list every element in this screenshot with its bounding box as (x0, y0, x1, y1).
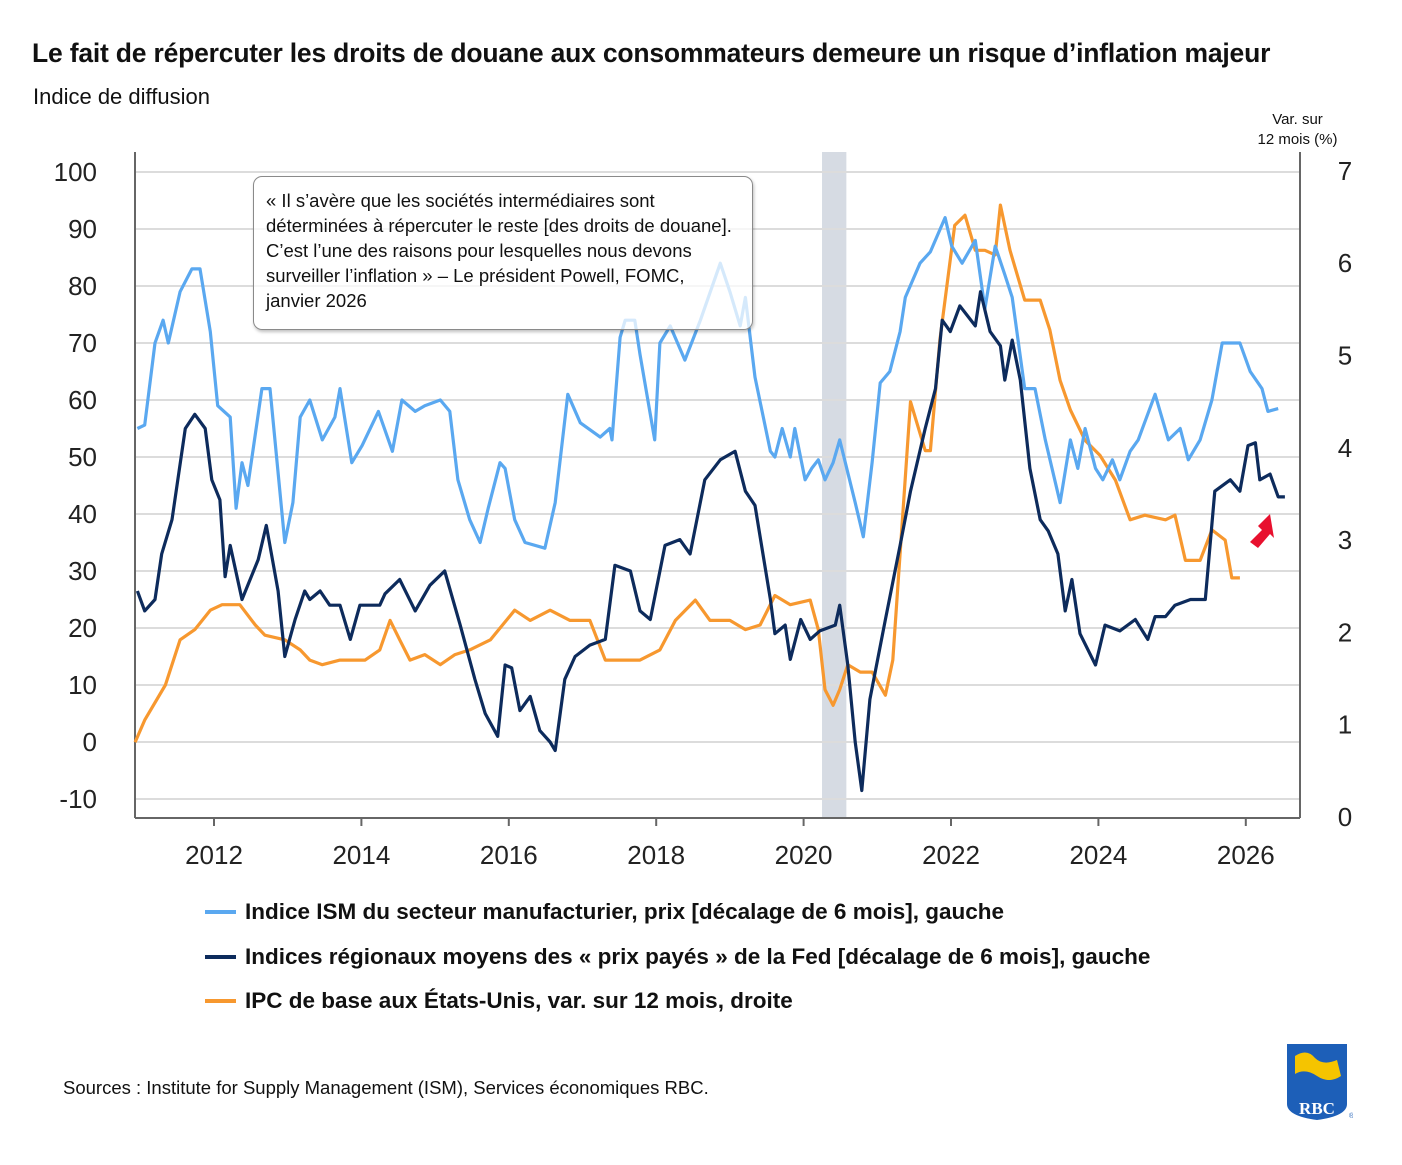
x-axis-tick-label: 2012 (185, 840, 243, 870)
red-arrow-icon (1250, 514, 1274, 548)
legend-item-cpi: IPC de base aux États-Unis, var. sur 12 … (205, 988, 793, 1014)
x-axis-tick-label: 2020 (775, 840, 833, 870)
legend-swatch-ism (205, 910, 236, 914)
left-axis-tick-label: 10 (68, 670, 97, 700)
right-axis-unit-line2: 12 mois (%) (1257, 131, 1338, 148)
x-axis-tick-label: 2022 (922, 840, 980, 870)
x-axis-tick-label: 2024 (1069, 840, 1127, 870)
series-line-cpi (133, 203, 1240, 743)
recession-shading (822, 152, 847, 818)
left-axis-tick-label: -10 (59, 784, 97, 814)
left-axis-tick-label: 20 (68, 613, 97, 643)
right-axis-tick-label: 1 (1338, 710, 1352, 740)
left-axis-tick-label: 50 (68, 442, 97, 472)
left-axis-tick-label: 70 (68, 328, 97, 358)
legend-swatch-cpi (205, 999, 236, 1003)
right-axis-unit-line1: Var. sur (1272, 111, 1323, 128)
left-axis-tick-label: 90 (68, 214, 97, 244)
sources-note: Sources : Institute for Supply Managemen… (63, 1077, 709, 1098)
legend-item-ism: Indice ISM du secteur manufacturier, pri… (205, 899, 1004, 925)
legend-label-cpi: IPC de base aux États-Unis, var. sur 12 … (245, 988, 793, 1013)
series-line-fed (135, 290, 1285, 793)
x-axis-tick-label: 2026 (1217, 840, 1275, 870)
legend-label-ism: Indice ISM du secteur manufacturier, pri… (245, 899, 1004, 924)
left-axis-tick-label: 100 (54, 157, 97, 187)
left-axis-tick-label: 40 (68, 499, 97, 529)
legend-item-fed: Indices régionaux moyens des « prix payé… (205, 944, 1150, 970)
left-axis-tick-label: 30 (68, 556, 97, 586)
legend-label-fed: Indices régionaux moyens des « prix payé… (245, 944, 1151, 969)
right-axis-tick-label: 4 (1338, 433, 1352, 463)
right-axis-tick-label: 2 (1338, 617, 1352, 647)
annotation-box: « Il s’avère que les sociétés intermédia… (253, 176, 753, 330)
left-axis-tick-label: 60 (68, 385, 97, 415)
left-axis-unit: Indice de diffusion (33, 84, 210, 109)
right-axis-tick-label: 0 (1338, 802, 1352, 832)
legend-swatch-fed (205, 955, 236, 959)
rbc-logo: RBC ® (1287, 1044, 1353, 1120)
right-axis-tick-label: 3 (1338, 525, 1352, 555)
left-axis-tick-label: 0 (83, 727, 97, 757)
svg-text:RBC: RBC (1299, 1099, 1335, 1118)
right-axis-unit: Var. sur 12 mois (%) (1240, 110, 1355, 150)
left-axis-tick-label: 80 (68, 271, 97, 301)
x-axis-tick-label: 2018 (627, 840, 685, 870)
svg-text:®: ® (1349, 1112, 1353, 1120)
right-axis-tick-label: 7 (1338, 156, 1352, 186)
right-axis-tick-label: 6 (1338, 248, 1352, 278)
x-axis-tick-label: 2014 (332, 840, 390, 870)
chart-title: Le fait de répercuter les droits de doua… (32, 38, 1271, 68)
right-axis-tick-label: 5 (1338, 341, 1352, 371)
x-axis-tick-label: 2016 (480, 840, 538, 870)
